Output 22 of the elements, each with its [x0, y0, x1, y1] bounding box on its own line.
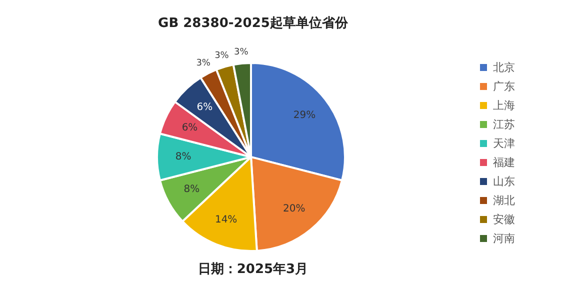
- data-label: 3%: [234, 47, 249, 58]
- legend-label: 北京: [493, 60, 515, 76]
- legend-label: 江苏: [493, 117, 515, 133]
- data-label: 20%: [283, 204, 306, 215]
- legend-label: 湖北: [493, 193, 515, 209]
- legend-label: 广东: [493, 79, 515, 95]
- legend-label: 上海: [493, 98, 515, 114]
- data-label: 3%: [214, 51, 230, 62]
- chart-title: GB 28380-2025起草单位省份: [157, 15, 349, 32]
- legend-label: 福建: [493, 155, 515, 171]
- text: 日期：2025年3月: [196, 261, 310, 278]
- legend-label: 河南: [493, 231, 515, 247]
- data-label: 8%: [175, 152, 192, 162]
- legend-label: 天津: [493, 136, 515, 152]
- legend-label: 安徽: [493, 212, 515, 228]
- data-label: 14%: [214, 214, 238, 226]
- legend-label: 山东: [493, 174, 515, 190]
- data-label: 6%: [196, 102, 213, 114]
- data-label: 3%: [196, 58, 211, 68]
- data-label: 8%: [184, 184, 200, 196]
- data-label: 6%: [182, 122, 198, 134]
- data-label: 29%: [293, 110, 316, 122]
